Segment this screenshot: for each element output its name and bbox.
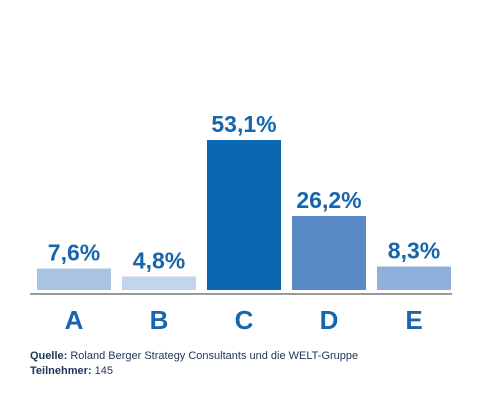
bar-c — [207, 140, 281, 290]
value-label-c: 53,1% — [211, 111, 276, 137]
bar-b — [122, 276, 196, 290]
category-label-e: E — [405, 305, 422, 335]
bar-d — [292, 215, 366, 290]
category-label-c: C — [235, 305, 254, 335]
participants-line: Teilnehmer: 145 — [30, 364, 358, 379]
value-label-a: 7,6% — [48, 240, 100, 266]
category-label-a: A — [65, 305, 84, 335]
bar-chart: 7,6% 4,8% 53,1% 26,2% 8,3% A B C D E — [30, 111, 452, 335]
value-label-e: 8,3% — [388, 238, 440, 264]
participants-label: Teilnehmer: — [30, 365, 92, 377]
source-label: Quelle: — [30, 350, 68, 362]
bar-a — [37, 268, 111, 290]
source-text: Roland Berger Strategy Consultants und d… — [67, 350, 359, 362]
value-label-b: 4,8% — [133, 247, 185, 273]
chart-footer: Quelle: Roland Berger Strategy Consultan… — [30, 349, 358, 379]
category-labels-group: A B C D E — [65, 305, 423, 335]
value-labels-group: 7,6% 4,8% 53,1% 26,2% 8,3% — [48, 111, 440, 273]
participants-text: 145 — [91, 365, 113, 377]
bars-group — [37, 140, 451, 290]
bar-e — [377, 266, 451, 290]
category-label-d: D — [320, 305, 339, 335]
source-line: Quelle: Roland Berger Strategy Consultan… — [30, 349, 358, 364]
category-label-b: B — [150, 305, 169, 335]
value-label-d: 26,2% — [296, 187, 361, 213]
